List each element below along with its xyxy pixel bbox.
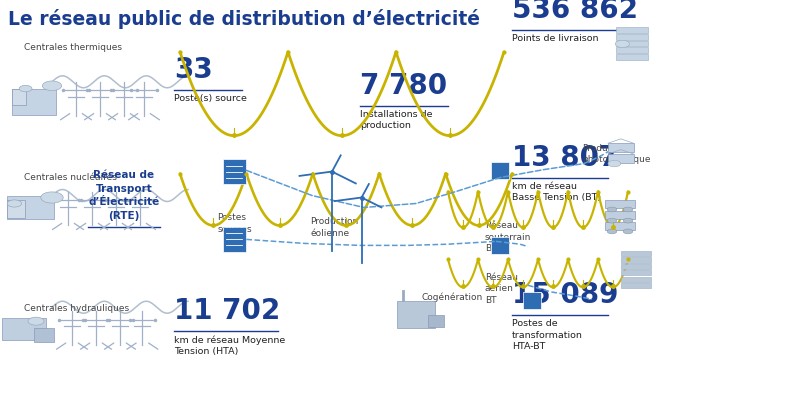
FancyBboxPatch shape (616, 54, 648, 60)
Text: Centrales nucléaires: Centrales nucléaires (24, 172, 117, 182)
FancyBboxPatch shape (34, 328, 54, 342)
FancyBboxPatch shape (621, 283, 651, 288)
Text: km de réseau Moyenne
Tension (HTA): km de réseau Moyenne Tension (HTA) (174, 335, 286, 356)
Text: 33: 33 (174, 56, 213, 84)
Text: km de réseau
Basse Tension (BT): km de réseau Basse Tension (BT) (512, 182, 601, 202)
FancyBboxPatch shape (616, 41, 648, 46)
FancyBboxPatch shape (608, 154, 634, 163)
Text: Installations de
production: Installations de production (360, 110, 433, 130)
Circle shape (607, 229, 617, 234)
Circle shape (615, 40, 630, 47)
Circle shape (623, 218, 633, 223)
FancyBboxPatch shape (621, 277, 651, 282)
Circle shape (41, 192, 63, 203)
FancyBboxPatch shape (621, 264, 651, 269)
Circle shape (607, 207, 617, 212)
Circle shape (623, 207, 633, 212)
Text: Centrales thermiques: Centrales thermiques (24, 43, 122, 52)
Text: Production
éolienne: Production éolienne (310, 217, 358, 237)
FancyBboxPatch shape (2, 318, 46, 340)
FancyBboxPatch shape (491, 162, 509, 179)
FancyBboxPatch shape (621, 270, 651, 275)
Text: Points de livraison: Points de livraison (512, 34, 598, 43)
Text: Réseau de
Transport
d’Électricité
(RTE): Réseau de Transport d’Électricité (RTE) (88, 170, 160, 221)
Text: 536 862: 536 862 (512, 0, 638, 24)
FancyBboxPatch shape (7, 196, 54, 219)
Text: 7 780: 7 780 (360, 72, 447, 100)
FancyBboxPatch shape (7, 201, 25, 219)
FancyBboxPatch shape (12, 89, 26, 105)
FancyBboxPatch shape (223, 227, 246, 252)
Text: 11 702: 11 702 (174, 297, 281, 325)
Text: Postes de
transformation
HTA-BT: Postes de transformation HTA-BT (512, 319, 583, 351)
Text: Production
photovoltaïque: Production photovoltaïque (582, 144, 651, 164)
Circle shape (42, 81, 62, 91)
FancyBboxPatch shape (491, 237, 509, 254)
FancyBboxPatch shape (621, 251, 651, 256)
FancyBboxPatch shape (605, 222, 635, 230)
FancyBboxPatch shape (428, 315, 444, 327)
FancyBboxPatch shape (523, 292, 541, 309)
Circle shape (607, 218, 617, 223)
Text: Le réseau public de distribution d’électricité: Le réseau public de distribution d’élect… (8, 9, 480, 29)
FancyBboxPatch shape (605, 211, 635, 219)
FancyBboxPatch shape (616, 27, 648, 33)
Text: Cogénération: Cogénération (422, 292, 483, 302)
Circle shape (608, 160, 621, 167)
FancyBboxPatch shape (621, 257, 651, 263)
Text: 15 089: 15 089 (512, 281, 618, 309)
Text: Réseau
souterrain
BT: Réseau souterrain BT (485, 221, 531, 253)
Circle shape (623, 229, 633, 234)
Circle shape (28, 317, 44, 325)
Text: Réseau
aérien
BT: Réseau aérien BT (485, 273, 518, 304)
Text: Poste(s) source: Poste(s) source (174, 94, 247, 103)
FancyBboxPatch shape (616, 34, 648, 40)
FancyBboxPatch shape (605, 200, 635, 208)
Circle shape (7, 200, 22, 207)
Text: Postes
sources: Postes sources (218, 213, 252, 233)
FancyBboxPatch shape (223, 159, 246, 184)
FancyBboxPatch shape (608, 143, 634, 152)
FancyBboxPatch shape (397, 301, 435, 328)
FancyBboxPatch shape (12, 89, 56, 115)
Text: Centrales hydrauliques: Centrales hydrauliques (24, 304, 129, 313)
FancyBboxPatch shape (616, 47, 648, 53)
Text: 13 807: 13 807 (512, 144, 618, 172)
Circle shape (19, 85, 32, 92)
